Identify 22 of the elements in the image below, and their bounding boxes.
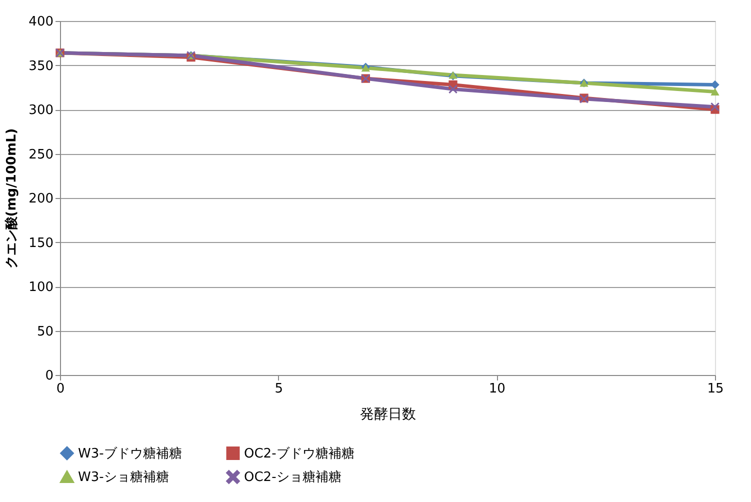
y-tick-label: 250 [28, 147, 54, 162]
y-axis-title: クエン酸(mg/100mL) [4, 128, 20, 269]
y-tick-label: 100 [28, 280, 54, 295]
legend-label: W3-ブドウ糖補糖 [78, 446, 182, 462]
y-tick-label: 400 [28, 14, 54, 30]
legend-label: W3-ショ糖補糖 [78, 470, 169, 485]
x-axis-title: 発酵日数 [360, 406, 416, 422]
y-tick-label: 300 [28, 103, 54, 118]
x-tick-label: 0 [56, 382, 65, 396]
x-tick-label: 15 [707, 382, 724, 396]
y-tick-label: 350 [28, 58, 54, 74]
point [710, 88, 720, 96]
y-tick-label: 150 [28, 236, 54, 251]
point [710, 102, 720, 112]
x-tick-label: 5 [274, 382, 283, 396]
point [448, 84, 458, 94]
y-tick-label: 0 [45, 368, 54, 384]
y-tick-label: 50 [36, 324, 54, 340]
legend-label: OC2-ショ糖補糖 [244, 470, 342, 485]
y-tick-label: 200 [28, 192, 54, 206]
x-tick-label: 10 [488, 382, 506, 396]
legend-label: OC2-ブドウ糖補糖 [244, 446, 354, 462]
